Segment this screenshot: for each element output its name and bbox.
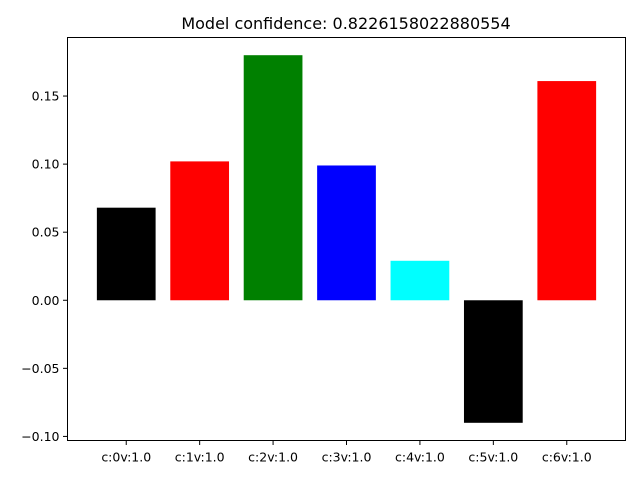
bar-0 (96, 207, 156, 301)
bars (96, 55, 597, 423)
bar-4 (390, 260, 450, 301)
x-tick-label: c:5v:1.0 (468, 450, 518, 465)
bar-1 (170, 161, 230, 301)
x-axis: c:0v:1.0 c:1v:1.0 c:2v:1.0 c:3v:1.0 c:4v:1.0… (101, 440, 592, 465)
y-tick-label: −0.10 (21, 429, 59, 444)
y-axis: −0.10 −0.05 0.00 0.05 0.10 0.15 (21, 89, 68, 444)
x-tick-label: c:6v:1.0 (542, 450, 592, 465)
chart-title: Model confidence: 0.8226158022880554 (181, 14, 510, 33)
x-tick-label: c:3v:1.0 (322, 450, 372, 465)
bar-3 (317, 165, 376, 301)
y-tick-label: 0.15 (32, 89, 60, 104)
y-tick-label: −0.05 (21, 361, 59, 376)
y-tick-label: 0.00 (32, 293, 60, 308)
x-tick-label: c:0v:1.0 (101, 450, 151, 465)
y-tick-label: 0.10 (32, 157, 60, 172)
x-tick-label: c:1v:1.0 (175, 450, 225, 465)
x-tick-label: c:4v:1.0 (395, 450, 445, 465)
bar-5 (463, 300, 523, 423)
plot-frame (67, 37, 626, 441)
x-tick-label: c:2v:1.0 (248, 450, 298, 465)
bar-2 (243, 55, 303, 301)
bar-6 (537, 81, 597, 301)
y-tick-label: 0.05 (32, 225, 60, 240)
